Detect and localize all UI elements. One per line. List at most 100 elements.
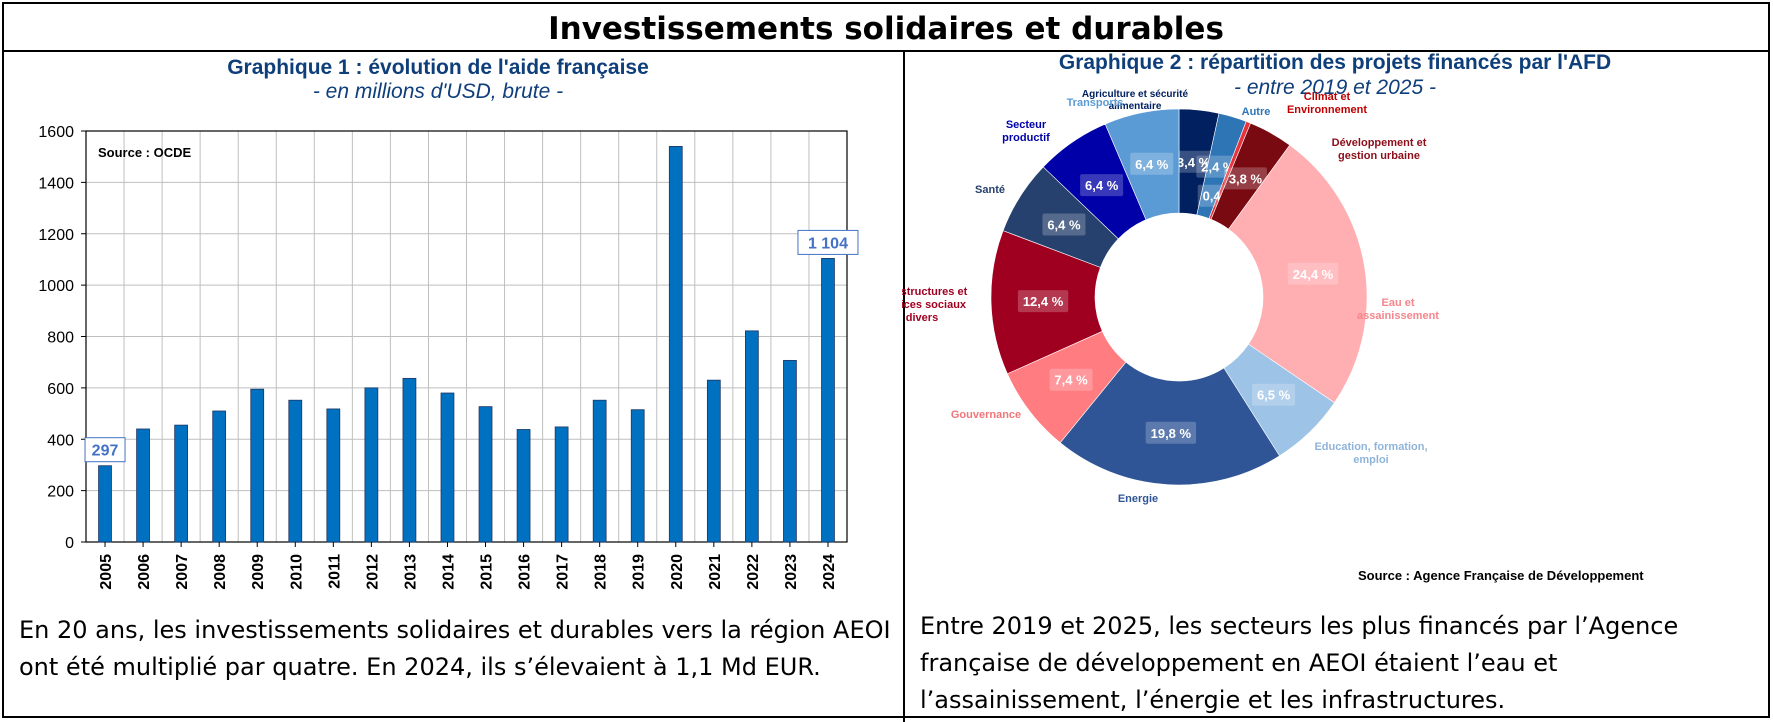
donut-value-label: 3,4 %: [1177, 155, 1211, 170]
donut-value-box: [1252, 383, 1296, 406]
x-tick-label: 2008: [212, 554, 229, 590]
bar-chart-subtitle: - en millions d'USD, brute -: [313, 80, 563, 103]
donut-category-label: Santé: [975, 184, 1005, 196]
donut-value-label: 2,4 %: [1201, 160, 1235, 175]
bar: [706, 379, 721, 543]
donut-value-box: [1130, 152, 1174, 175]
donut-value-label: 7,4 %: [1054, 373, 1088, 388]
bar: [554, 426, 569, 543]
donut-value-box: [1172, 150, 1216, 173]
caption-left: En 20 ans, les investissements solidaire…: [19, 616, 891, 681]
x-tick-label: 2009: [250, 554, 267, 590]
y-tick-label: 1600: [38, 124, 74, 141]
y-tick-label: 1200: [38, 227, 74, 244]
x-tick-label: 2014: [440, 554, 457, 590]
bar-chart-title: Graphique 1 : évolution de l'aide frança…: [227, 56, 649, 79]
donut-value-box: [1080, 174, 1124, 197]
x-tick-label: 2018: [593, 554, 610, 590]
x-tick-label: 2010: [288, 554, 305, 590]
column-divider: [903, 52, 905, 722]
donut-category-label: Agriculture et sécurité alimentaire: [1082, 89, 1189, 112]
data-label: 297: [92, 443, 119, 460]
bar: [136, 428, 150, 543]
caption-right: Entre 2019 et 2025, les secteurs les plu…: [920, 612, 1679, 714]
x-tick-label: 2024: [821, 554, 838, 590]
donut-chart-subtitle: - entre 2019 et 2025 -: [1234, 76, 1436, 99]
y-tick-label: 800: [47, 330, 74, 347]
bar: [478, 406, 493, 543]
bar: [668, 146, 683, 543]
donut-value-box: [1287, 262, 1339, 285]
x-tick-label: 2013: [402, 554, 419, 590]
x-tick-label: 2017: [555, 554, 572, 590]
y-tick-label: 0: [65, 535, 74, 552]
x-tick-label: 2007: [174, 554, 191, 590]
y-tick-label: 600: [47, 381, 74, 398]
x-tick-label: 2016: [517, 554, 534, 590]
bar: [364, 387, 379, 543]
x-tick-label: 2012: [364, 554, 381, 590]
x-tick-label: 2015: [479, 554, 496, 590]
bar: [745, 330, 759, 543]
donut-slice: [1059, 361, 1280, 486]
donut-value-label: 19,8 %: [1151, 426, 1192, 441]
donut-value-label: 3,8 %: [1229, 171, 1263, 186]
donut-category-label: Gouvernance: [951, 409, 1021, 421]
x-tick-label: 2022: [745, 554, 762, 590]
bar: [250, 388, 265, 543]
bar: [402, 377, 417, 543]
y-tick-label: 200: [47, 484, 74, 501]
donut-category-label: Secteur productif: [1002, 119, 1050, 144]
x-tick-label: 2011: [326, 554, 343, 589]
x-tick-label: 2006: [136, 554, 153, 590]
donut-value-label: 24,4 %: [1293, 267, 1334, 282]
donut-value-label: 6,4 %: [1085, 178, 1119, 193]
donut-value-label: 6,4 %: [1047, 217, 1081, 232]
x-tick-label: 2021: [707, 554, 724, 590]
donut-chart-title: Graphique 2 : répartition des projets fi…: [1059, 51, 1611, 74]
y-tick-label: 1400: [38, 175, 74, 192]
y-tick-label: 1000: [38, 278, 74, 295]
bar: [326, 408, 341, 543]
donut-category-label: Energie: [1118, 493, 1158, 505]
bar-chart: Graphique 1 : évolution de l'aide frança…: [38, 56, 859, 590]
x-tick-label: 2005: [98, 554, 115, 590]
page-title: Investissements solidaires et durables: [548, 11, 1224, 47]
x-tick-label: 2019: [631, 554, 648, 590]
donut-category-label: Eau et assainissement: [1357, 297, 1439, 322]
donut-category-label: Climat et Environnement: [1287, 91, 1367, 116]
donut-slice: [1104, 108, 1180, 221]
donut-value-label: 6,5 %: [1257, 388, 1291, 403]
donut-category-label: Autre: [1242, 106, 1271, 118]
page-title-bar: Investissements solidaires et durables: [4, 4, 1768, 52]
bar: [783, 359, 797, 543]
donut-chart-source: Source : Agence Française de Développeme…: [1358, 568, 1644, 583]
bar: [98, 465, 112, 543]
donut-plot-area: 3,4 % Agriculture et sécurité alimentaire 2…: [902, 89, 1439, 505]
donut-value-box: [1017, 290, 1069, 313]
bar: [212, 410, 227, 543]
donut-value-box: [1145, 421, 1197, 444]
data-label-box: [84, 437, 126, 463]
donut-category-label: Transports: [1067, 97, 1124, 109]
donut-value-box: [1042, 213, 1086, 236]
x-tick-label: 2020: [669, 554, 686, 590]
donut-value-label: 12,4 %: [1023, 294, 1064, 309]
donut-category-label: Education, formation, emploi: [1314, 441, 1427, 466]
bar: [174, 424, 188, 543]
donut-slice: [1228, 144, 1368, 404]
donut-value-box: [1223, 167, 1267, 190]
bar: [821, 258, 835, 543]
y-tick-label: 400: [47, 432, 74, 449]
bar: [288, 399, 303, 543]
bar-chart-source: Source : OCDE: [98, 145, 192, 160]
data-label: 1 104: [808, 235, 848, 252]
bar: [630, 409, 645, 543]
bar: [592, 399, 607, 543]
donut-value-label: 6,4 %: [1135, 157, 1169, 172]
plot-frame: [85, 130, 848, 543]
bar-plot-area: 0 200 400 600 800 1000 1200 1400 1600 Source : OC…: [38, 124, 859, 590]
donut-category-label: Développement et gestion urbaine: [1332, 137, 1427, 162]
